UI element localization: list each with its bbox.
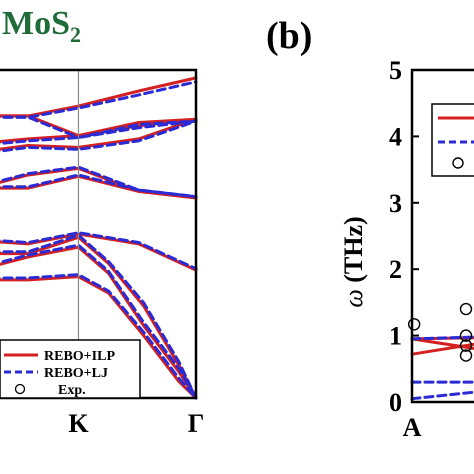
panel-b-label: (b) [266, 15, 312, 57]
legend-box [0, 339, 141, 399]
panel-a-legend: REBO+ILP REBO+LJ Exp. [0, 339, 141, 399]
legend-marker-b-exp [452, 157, 464, 169]
lj-branch-2 [410, 390, 474, 401]
y-tick-label: 2 [389, 255, 402, 284]
panel-b-curves [410, 335, 474, 401]
y-tick-label: 3 [389, 189, 402, 218]
y-tick-label: 1 [389, 322, 402, 351]
lj-branch-6 [0, 231, 198, 271]
panel-b-y-ticks: 0 1 2 3 4 5 [389, 56, 419, 417]
ilp-branch-0 [410, 342, 474, 356]
panel-b-legend [431, 103, 474, 177]
lj-branch-0 [410, 335, 474, 341]
lj-branch-9 [0, 273, 198, 400]
panel-b-exp-points [407, 302, 473, 362]
lj-branch-3 [0, 119, 198, 153]
exp-point [459, 302, 473, 316]
exp-point [459, 329, 473, 342]
y-axis-label: ω (THz) [339, 216, 368, 307]
ilp-branch-1 [410, 337, 474, 350]
panel-a-x-ticks: MKΓ [68, 391, 205, 438]
lj-branch-7 [0, 233, 198, 400]
lj-branch-0 [0, 80, 198, 119]
legend-marker-exp [14, 383, 26, 395]
x-tick-label: Γ [188, 409, 205, 438]
panel-b-frame [410, 68, 474, 404]
exp-point [459, 349, 473, 362]
legend-label-exp: Exp. [58, 383, 86, 398]
panel-b-plot: 0 1 2 3 4 5 A ω (THz) [339, 56, 474, 442]
y-tick-label: 0 [389, 388, 402, 417]
ilp-branch-0 [0, 76, 198, 118]
legend-label-ilp: REBO+ILP [44, 349, 115, 364]
legend-label-lj: REBO+LJ [44, 366, 108, 381]
panel-a-plot: MKΓ REBO+ILP REBO+LJ Exp. [0, 68, 205, 438]
y-tick-label: 5 [389, 56, 402, 85]
exp-point [407, 318, 421, 331]
x-tick-label: A [403, 413, 422, 442]
exp-point [459, 339, 473, 352]
y-tick-label: 4 [389, 122, 402, 151]
lj-branch-5 [0, 173, 198, 199]
x-tick-label: K [68, 409, 89, 438]
panel-b-x-ticks: A [403, 395, 422, 442]
lj-branch-2 [0, 119, 198, 145]
lj-branch-8 [0, 243, 198, 400]
panel-a-title: MoS2 [2, 5, 81, 47]
